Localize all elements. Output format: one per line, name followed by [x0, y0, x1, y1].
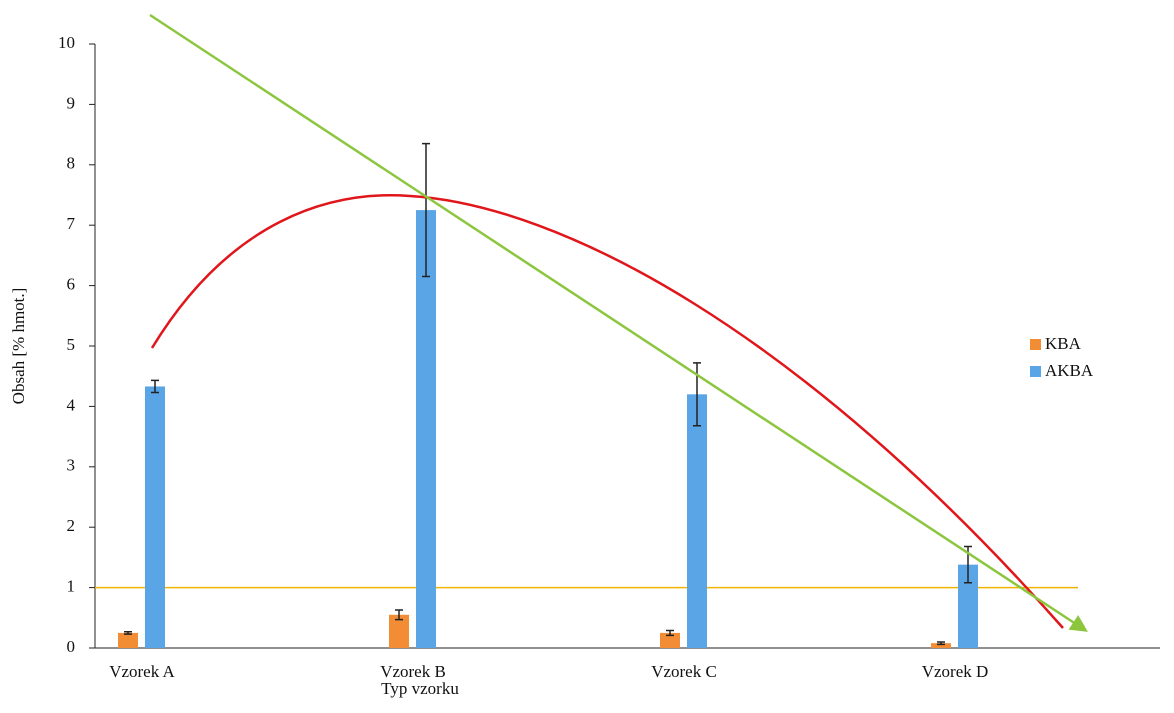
y-tick-label: 9 [67, 93, 76, 112]
x-tick-label: Vzorek B [380, 662, 446, 681]
trend-arrow [149, 13, 1088, 632]
y-tick-label: 10 [58, 33, 75, 52]
bar [660, 632, 680, 648]
y-tick-label: 8 [67, 154, 76, 173]
bar [931, 643, 951, 648]
trend-curve [150, 194, 1064, 629]
error-bar [151, 379, 159, 394]
legend-swatch [1030, 366, 1041, 377]
plot [95, 142, 1078, 648]
error-bar [937, 641, 945, 646]
x-tick-label: Vzorek A [109, 662, 175, 681]
y-tick-label: 7 [67, 214, 76, 233]
bar [687, 394, 707, 648]
bar [389, 614, 409, 648]
x-axis-title: Typ vzorku [381, 679, 459, 698]
error-bar [395, 609, 403, 621]
y-tick-label: 1 [67, 577, 76, 596]
y-tick-label: 5 [67, 335, 76, 354]
bar [958, 564, 978, 648]
bar [118, 632, 138, 648]
bar [145, 386, 165, 648]
y-tick-label: 0 [67, 637, 76, 656]
legend-label: AKBA [1045, 361, 1094, 380]
y-tick-label: 2 [67, 516, 76, 535]
y-tick-label: 6 [67, 275, 76, 294]
legend-swatch [1030, 339, 1041, 350]
y-axis-title: Obsah [% hmot.] [9, 288, 28, 405]
legend-label: KBA [1045, 334, 1082, 353]
error-bar [666, 629, 674, 637]
x-tick-label: Vzorek D [922, 662, 989, 681]
error-bar [422, 142, 430, 278]
x-tick-label: Vzorek C [651, 662, 717, 681]
y-tick-label: 3 [67, 456, 76, 475]
bar [416, 210, 436, 648]
error-bar [124, 630, 132, 635]
y-tick-label: 4 [67, 395, 76, 414]
